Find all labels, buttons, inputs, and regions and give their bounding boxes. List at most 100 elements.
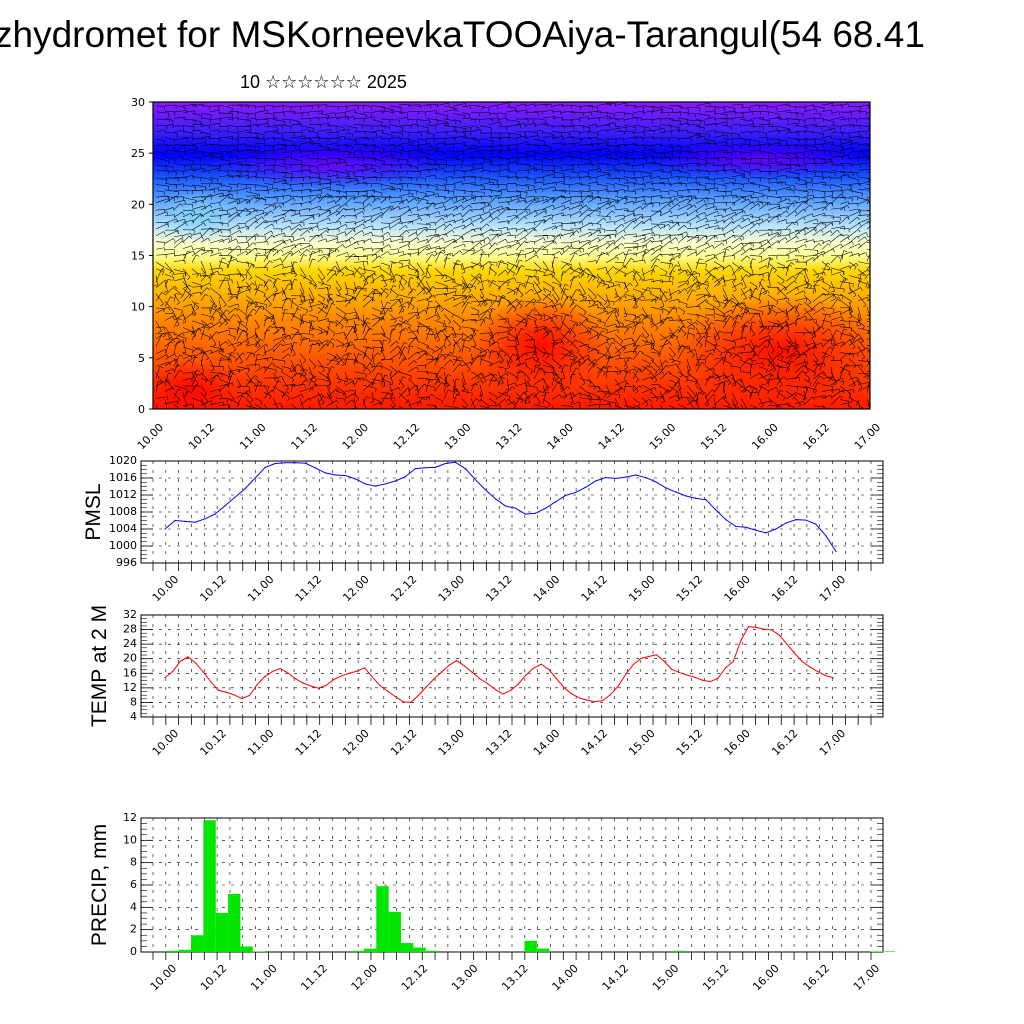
wind-barb-flag — [490, 204, 493, 209]
wind-barb-flag — [381, 173, 383, 178]
wind-barb-flag — [369, 203, 372, 207]
wind-barb-flag — [858, 211, 861, 215]
wind-barb — [794, 112, 804, 115]
wind-barb — [704, 235, 716, 244]
wind-barb-flag — [245, 143, 247, 148]
wind-barb — [182, 131, 193, 134]
wind-barb-flag — [279, 205, 282, 209]
wind-barb-flag — [588, 214, 591, 218]
wind-barb — [443, 190, 454, 192]
wind-barb — [605, 157, 619, 161]
wind-barb — [668, 189, 678, 193]
wind-barb — [596, 148, 609, 152]
wind-barb — [866, 157, 870, 159]
wind-barb — [335, 161, 347, 164]
wind-barb-flag — [589, 127, 591, 132]
wind-barb — [227, 138, 239, 140]
wind-barb-flag — [560, 224, 563, 229]
wind-barb — [227, 200, 237, 204]
wind-barb — [416, 191, 427, 194]
wind-barb — [335, 184, 345, 186]
wind-barb — [704, 183, 715, 185]
wind-barb-flag — [524, 216, 527, 220]
wind-barb — [632, 132, 645, 134]
wind-barb — [596, 202, 609, 211]
wind-barb — [686, 210, 697, 217]
wind-barb — [335, 214, 344, 223]
wind-barb — [857, 124, 869, 128]
wind-barb-flag — [803, 201, 807, 204]
wind-barb-flag — [163, 231, 166, 235]
wind-barb — [380, 226, 390, 229]
wind-barb-flag — [717, 187, 719, 192]
wind-barb — [713, 150, 728, 152]
wind-barb — [290, 119, 300, 122]
wind-barb-flag — [325, 238, 328, 243]
wind-barb-flag — [832, 103, 834, 107]
wind-barb — [524, 189, 536, 192]
wind-barb — [389, 176, 402, 179]
wind-barb — [803, 218, 817, 224]
wind-barb — [362, 189, 375, 192]
wind-barb — [200, 136, 210, 139]
wind-barb-flag — [176, 230, 179, 234]
wind-barb-flag — [507, 165, 510, 170]
wind-barb — [407, 217, 421, 224]
wind-barb — [749, 130, 759, 133]
wind-barb — [632, 206, 641, 212]
wind-barb-flag — [267, 122, 270, 127]
wind-barb — [551, 212, 564, 216]
wind-barb — [596, 215, 611, 217]
wind-barb-flag — [844, 226, 846, 230]
wind-barb — [497, 102, 509, 106]
wind-barb-flag — [675, 237, 679, 241]
wind-barb — [803, 162, 816, 165]
wind-barb — [353, 211, 363, 217]
wind-barb — [281, 110, 295, 113]
wind-barb-flag — [524, 236, 527, 240]
wind-barb — [326, 196, 340, 198]
wind-barb-flag — [807, 191, 809, 196]
wind-barb — [308, 181, 320, 184]
wind-barb — [515, 190, 528, 193]
wind-barb — [209, 122, 220, 125]
wind-barb — [479, 236, 489, 243]
wind-barb-flag — [657, 224, 661, 229]
wind-barb — [677, 150, 690, 153]
wind-barb-flag — [631, 152, 633, 157]
wind-barb-flag — [211, 209, 214, 214]
wind-barb — [416, 223, 431, 225]
wind-barb — [839, 184, 852, 186]
wind-barb — [416, 168, 430, 172]
wind-barb-flag — [550, 103, 552, 108]
wind-barb — [254, 197, 263, 203]
wind-barb — [605, 240, 615, 243]
wind-barb — [182, 104, 196, 107]
wind-barb — [362, 131, 377, 134]
wind-barb — [317, 129, 331, 132]
wind-barb — [335, 223, 346, 230]
wind-barb-flag — [675, 198, 679, 202]
wind-barb — [389, 143, 403, 147]
wind-barb — [524, 221, 535, 224]
wind-barb — [272, 217, 284, 223]
wind-barb — [731, 164, 741, 167]
wind-barb — [353, 239, 365, 243]
wind-barb — [254, 219, 266, 229]
wind-barb — [569, 124, 584, 126]
wind-barb-flag — [757, 130, 760, 135]
wind-barb-flag — [266, 110, 268, 114]
wind-barb — [317, 171, 329, 174]
wind-barb — [704, 129, 716, 133]
wind-barb — [596, 197, 609, 199]
wind-barb-flag — [864, 236, 868, 240]
wind-barb-flag — [255, 220, 259, 224]
wind-barb-flag — [872, 263, 875, 265]
wind-barb-flag — [473, 197, 475, 202]
wind-barb-flag — [877, 118, 878, 121]
wind-barb — [317, 163, 328, 166]
wind-barb — [155, 111, 170, 114]
wind-barb — [497, 112, 507, 114]
wind-barb-flag — [670, 172, 673, 177]
wind-barb — [371, 119, 383, 123]
